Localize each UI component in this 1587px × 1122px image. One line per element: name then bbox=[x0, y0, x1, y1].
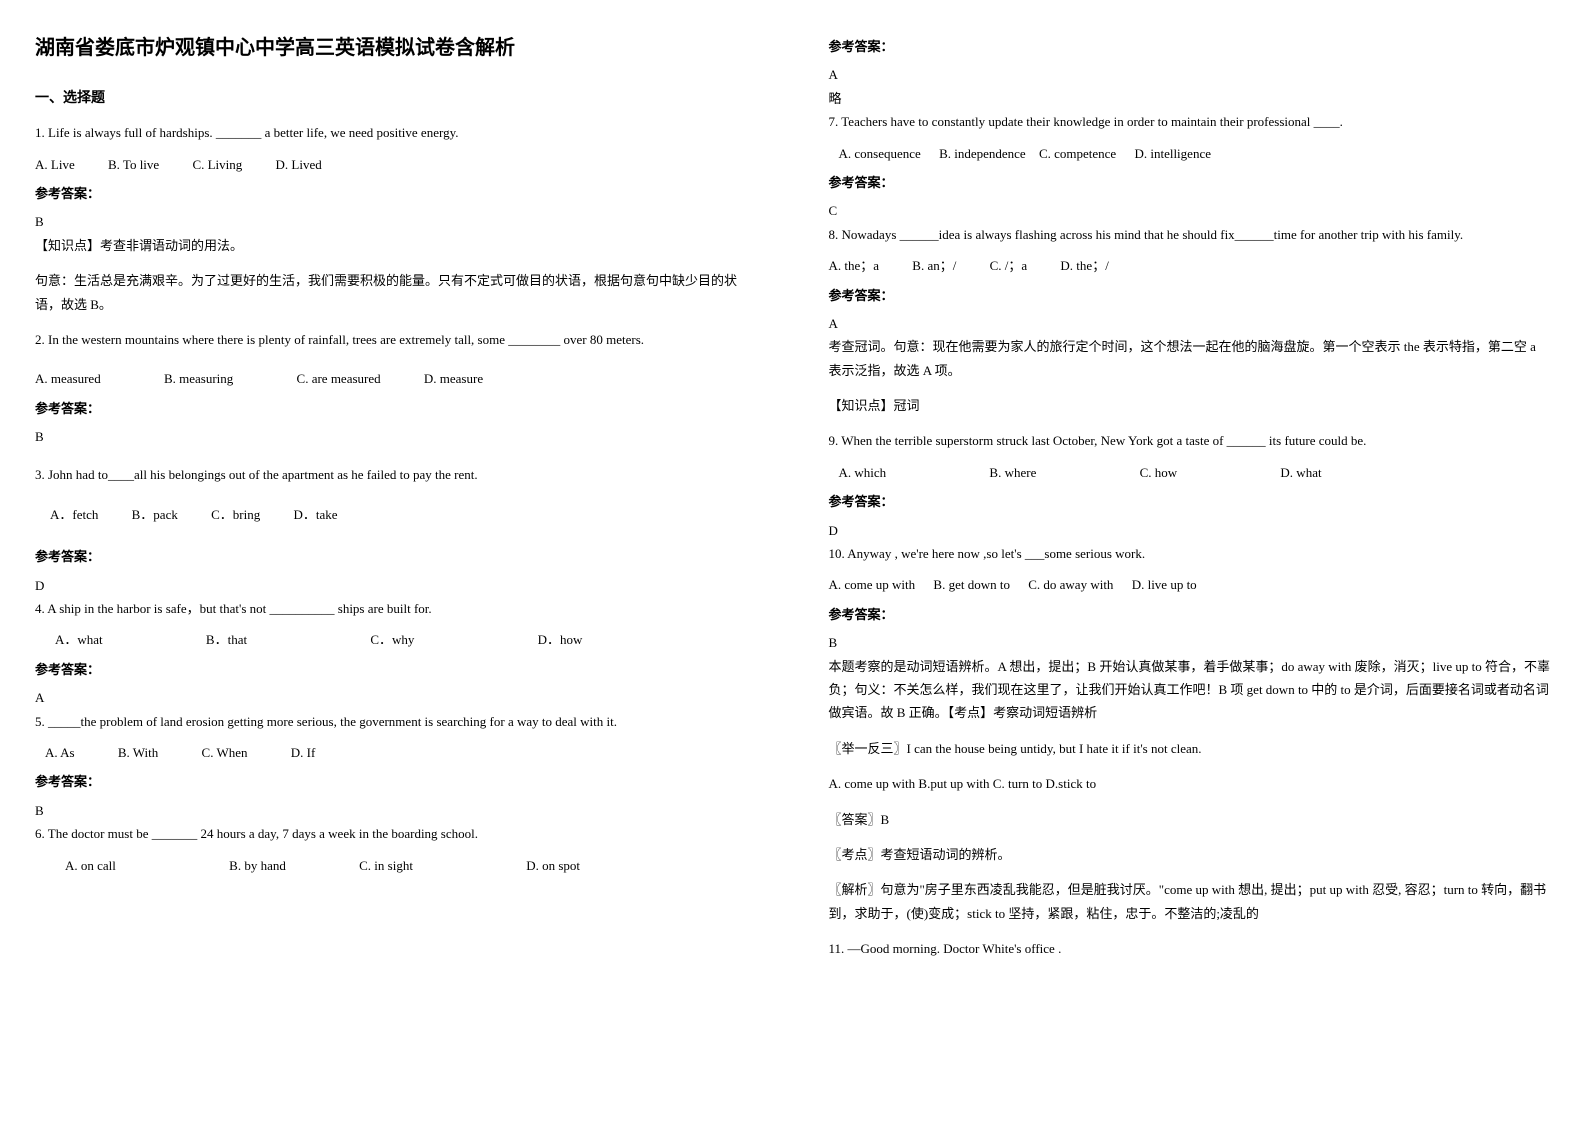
q5-optC: C. When bbox=[202, 741, 248, 764]
q6-options: A. on call B. by hand C. in sight D. on … bbox=[35, 854, 759, 877]
q4-optD: D．how bbox=[538, 628, 583, 651]
q8-text: 8. Nowadays ______idea is always flashin… bbox=[829, 223, 1553, 246]
q1-optC: C. Living bbox=[192, 153, 242, 176]
q10-exp2: 〖举一反三〗I can the house being untidy, but … bbox=[829, 737, 1553, 760]
left-column: 湖南省娄底市炉观镇中心中学高三英语模拟试卷含解析 一、选择题 1. Life i… bbox=[0, 0, 794, 1122]
q1-text: 1. Life is always full of hardships. ___… bbox=[35, 121, 759, 144]
q5-text: 5. _____the problem of land erosion gett… bbox=[35, 710, 759, 733]
q10-exp4: 〖答案〗B bbox=[829, 808, 1553, 831]
q2-optC: C. are measured bbox=[297, 367, 381, 390]
q2-text: 2. In the western mountains where there … bbox=[35, 328, 759, 351]
q1-options: A. Live B. To live C. Living D. Lived bbox=[35, 153, 759, 176]
q3-text: 3. John had to____all his belongings out… bbox=[35, 463, 759, 486]
q4-answer: A bbox=[35, 686, 759, 709]
q9-text: 9. When the terrible superstorm struck l… bbox=[829, 429, 1553, 452]
q1-exp1: 【知识点】考查非谓语动词的用法。 bbox=[35, 234, 759, 257]
q9-optD: D. what bbox=[1280, 461, 1321, 484]
q4-options: A．what B．that C．why D．how bbox=[35, 628, 759, 651]
answer-label: 参考答案： bbox=[829, 171, 1553, 194]
q8-exp1: 考查冠词。句意：现在他需要为家人的旅行定个时间，这个想法一起在他的脑海盘旋。第一… bbox=[829, 335, 1553, 382]
q1-optD: D. Lived bbox=[276, 153, 322, 176]
answer-label: 参考答案： bbox=[829, 35, 1553, 58]
q7-answer: C bbox=[829, 199, 1553, 222]
answer-label: 参考答案： bbox=[35, 658, 759, 681]
q8-optC: C. /；a bbox=[990, 254, 1028, 277]
q8-optD: D. the；/ bbox=[1060, 254, 1108, 277]
q8-exp2: 【知识点】冠词 bbox=[829, 394, 1553, 417]
q8-options: A. the；a B. an；/ C. /；a D. the；/ bbox=[829, 254, 1553, 277]
q5-optB: B. With bbox=[118, 741, 158, 764]
right-column: 参考答案： A 略 7. Teachers have to constantly… bbox=[794, 0, 1587, 1122]
q10-exp3: A. come up with B.put up with C. turn to… bbox=[829, 772, 1553, 795]
q5-answer: B bbox=[35, 799, 759, 822]
q4-optB: B．that bbox=[206, 628, 247, 651]
answer-label: 参考答案： bbox=[829, 490, 1553, 513]
q7-optD: D. intelligence bbox=[1134, 142, 1211, 165]
q11-text: 11. —Good morning. Doctor White's office… bbox=[829, 937, 1553, 960]
q7-optB: B. independence bbox=[939, 142, 1026, 165]
q6-exp: 略 bbox=[829, 87, 1553, 110]
answer-label: 参考答案： bbox=[829, 284, 1553, 307]
q7-options: A. consequence B. independence C. compet… bbox=[829, 142, 1553, 165]
q6-optD: D. on spot bbox=[526, 854, 580, 877]
q10-exp6: 〖解析〗句意为"房子里东西凌乱我能忍，但是脏我讨厌。"come up with … bbox=[829, 878, 1553, 925]
q10-optA: A. come up with bbox=[829, 573, 916, 596]
answer-label: 参考答案： bbox=[35, 770, 759, 793]
q1-optB: B. To live bbox=[108, 153, 159, 176]
q7-text: 7. Teachers have to constantly update th… bbox=[829, 110, 1553, 133]
answer-label: 参考答案： bbox=[35, 545, 759, 568]
answer-label: 参考答案： bbox=[35, 182, 759, 205]
answer-label: 参考答案： bbox=[829, 603, 1553, 626]
q8-answer: A bbox=[829, 312, 1553, 335]
q3-optB: B．pack bbox=[132, 503, 178, 526]
q1-answer: B bbox=[35, 210, 759, 233]
q10-optC: C. do away with bbox=[1028, 573, 1113, 596]
q1-optA: A. Live bbox=[35, 153, 75, 176]
q3-answer: D bbox=[35, 574, 759, 597]
q5-optD: D. If bbox=[291, 741, 316, 764]
q10-options: A. come up with B. get down to C. do awa… bbox=[829, 573, 1553, 596]
q3-options: A．fetch B．pack C．bring D．take bbox=[35, 503, 759, 526]
q9-options: A. which B. where C. how D. what bbox=[829, 461, 1553, 484]
q3-optA: A．fetch bbox=[50, 503, 98, 526]
q9-answer: D bbox=[829, 519, 1553, 542]
q4-optC: C．why bbox=[370, 628, 414, 651]
q3-optC: C．bring bbox=[211, 503, 260, 526]
q10-text: 10. Anyway , we're here now ,so let's __… bbox=[829, 542, 1553, 565]
q1-exp2: 句意：生活总是充满艰辛。为了过更好的生活，我们需要积极的能量。只有不定式可做目的… bbox=[35, 269, 759, 316]
q8-optB: B. an；/ bbox=[912, 254, 956, 277]
q2-options: A. measured B. measuring C. are measured… bbox=[35, 367, 759, 390]
q2-optB: B. measuring bbox=[164, 367, 233, 390]
q4-optA: A．what bbox=[55, 628, 103, 651]
q6-text: 6. The doctor must be _______ 24 hours a… bbox=[35, 822, 759, 845]
q10-optB: B. get down to bbox=[933, 573, 1010, 596]
document-title: 湖南省娄底市炉观镇中心中学高三英语模拟试卷含解析 bbox=[35, 30, 759, 66]
q10-optD: D. live up to bbox=[1132, 573, 1197, 596]
q5-optA: A. As bbox=[45, 741, 75, 764]
q9-optB: B. where bbox=[989, 461, 1036, 484]
q10-exp5: 〖考点〗考查短语动词的辨析。 bbox=[829, 843, 1553, 866]
q10-exp1: 本题考察的是动词短语辨析。A 想出，提出；B 开始认真做某事，着手做某事；do … bbox=[829, 655, 1553, 725]
q6-answer: A bbox=[829, 63, 1553, 86]
q2-answer: B bbox=[35, 425, 759, 448]
q2-optD: D. measure bbox=[424, 367, 483, 390]
q10-answer: B bbox=[829, 631, 1553, 654]
q6-optB: B. by hand bbox=[229, 854, 286, 877]
q3-optD: D．take bbox=[293, 503, 337, 526]
q4-text: 4. A ship in the harbor is safe，but that… bbox=[35, 597, 759, 620]
q6-optA: A. on call bbox=[65, 854, 116, 877]
q6-optC: C. in sight bbox=[359, 854, 413, 877]
q9-optA: A. which bbox=[839, 461, 887, 484]
q8-optA: A. the；a bbox=[829, 254, 880, 277]
answer-label: 参考答案： bbox=[35, 397, 759, 420]
q2-optA: A. measured bbox=[35, 367, 101, 390]
q7-optC: C. competence bbox=[1039, 142, 1116, 165]
q5-options: A. As B. With C. When D. If bbox=[35, 741, 759, 764]
q7-optA: A. consequence bbox=[839, 142, 921, 165]
q9-optC: C. how bbox=[1140, 461, 1178, 484]
section-heading: 一、选择题 bbox=[35, 86, 759, 111]
